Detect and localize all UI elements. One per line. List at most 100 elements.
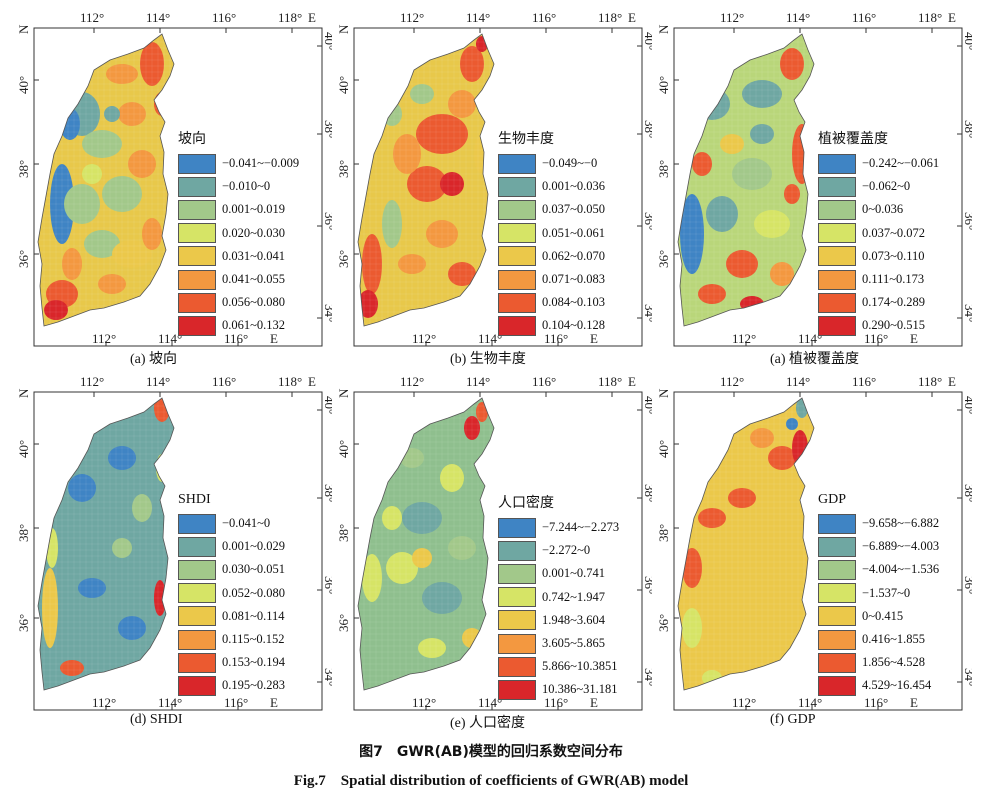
legend-label: −0.041~−0.009: [222, 156, 300, 171]
legend-item: 0.071~0.083: [498, 268, 605, 291]
legend-swatch: [178, 153, 216, 174]
legend-label: 0.001~0.741: [542, 566, 606, 581]
class-patch: [706, 196, 738, 232]
legend-label: 1.856~4.528: [862, 655, 926, 670]
top-tick-label: 112°: [720, 374, 744, 389]
legend-label: 0.056~0.080: [222, 295, 286, 310]
legend-swatch: [178, 246, 216, 267]
top-tick-label: 118°: [918, 374, 942, 389]
province-raster: [358, 398, 494, 690]
legend-label: −0.010~0: [222, 179, 271, 194]
bottom-tick-label: 114°: [158, 695, 182, 710]
legend-item: 0.020~0.030: [178, 222, 299, 245]
province-outline: [357, 397, 495, 691]
right-tick-label: 34°: [322, 668, 332, 686]
class-patch: [112, 538, 132, 558]
class-patch: [106, 64, 138, 84]
legend-item: 0.062~0.070: [498, 245, 605, 268]
legend-swatch: [498, 610, 536, 631]
legend-item: 0.051~0.061: [498, 222, 605, 245]
class-patch: [112, 240, 152, 268]
bottom-tick-label: 112°: [732, 331, 756, 346]
class-patch: [698, 284, 726, 304]
legend-swatch: [498, 540, 536, 561]
legend-swatch: [818, 675, 856, 696]
class-patch: [416, 114, 468, 154]
legend-swatch: [818, 199, 856, 220]
legend-swatch: [498, 656, 536, 677]
class-patch: [50, 164, 74, 244]
class-patch: [60, 660, 84, 676]
left-tick-label: 36°: [16, 614, 31, 632]
class-patch: [84, 230, 120, 258]
legend: GDP −9.658~−6.882 −6.889~−4.003 −4.004~−1.5…: [818, 492, 939, 698]
class-patch: [98, 274, 126, 294]
legend-item: 0.037~0.072: [818, 222, 939, 245]
class-patch: [750, 428, 774, 448]
top-tick-label: 112°: [80, 10, 104, 25]
legend-swatch: [178, 652, 216, 673]
top-tick-label: 116°: [212, 374, 236, 389]
legend-item: 0.001~0.036: [498, 175, 605, 198]
legend-swatch: [818, 559, 856, 580]
class-patch: [780, 48, 804, 80]
top-tick-label: 118°: [278, 10, 302, 25]
panel-caption: (f) GDP: [770, 712, 816, 727]
legend-swatch: [498, 292, 536, 313]
legend-item: 5.866~10.3851: [498, 655, 619, 678]
right-tick-label: 40°: [322, 396, 332, 414]
class-patch: [754, 210, 790, 238]
legend-swatch: [498, 679, 536, 700]
legend-swatch: [818, 176, 856, 197]
bottom-tick-label: 114°: [158, 331, 182, 346]
legend-item: −0.041~−0.009: [178, 152, 299, 175]
legend-title: 植被覆盖度: [818, 132, 888, 147]
top-axis-direction: E: [628, 10, 636, 25]
legend-swatch: [178, 559, 216, 580]
right-tick-label: 40°: [642, 396, 652, 414]
class-patch: [784, 184, 800, 204]
legend-item: 0~0.415: [818, 605, 939, 628]
legend-item: −4.004~−1.536: [818, 558, 939, 581]
left-axis-direction: N: [16, 24, 31, 34]
left-tick-label: 36°: [336, 614, 351, 632]
map-frame: [353, 27, 643, 347]
class-patch: [386, 552, 418, 584]
legend-swatch: [818, 606, 856, 627]
bottom-axis-direction: E: [270, 695, 278, 710]
legend-item: −0.062~0: [818, 175, 939, 198]
bottom-axis-direction: E: [910, 331, 918, 346]
class-patch: [750, 124, 774, 144]
class-patch: [402, 502, 442, 534]
panel-caption: (e) 人口密度: [450, 716, 526, 731]
class-patch: [732, 158, 772, 190]
map-frame: [673, 27, 963, 347]
legend-item: 0.742~1.947: [498, 586, 619, 609]
left-tick-label: 40°: [336, 440, 351, 458]
class-patch: [448, 90, 476, 118]
left-tick-label: 36°: [656, 614, 671, 632]
legend-title: GDP: [818, 492, 847, 507]
legend-swatch: [498, 315, 536, 336]
legend-label: −1.537~0: [862, 585, 911, 600]
legend-swatch: [178, 176, 216, 197]
right-tick-label: 34°: [962, 668, 972, 686]
legend-item: 4.529~16.454: [818, 674, 939, 697]
legend-item: −0.041~0: [178, 512, 285, 535]
legend-label: −0.242~−0.061: [862, 156, 940, 171]
legend-swatch: [178, 269, 216, 290]
legend-item: −6.889~−4.003: [818, 535, 939, 558]
province-outline: [677, 397, 815, 691]
class-patch: [680, 194, 704, 274]
legend-label: 0.001~0.029: [222, 539, 286, 554]
class-patch: [142, 218, 162, 250]
legend-label: 0~0.036: [862, 202, 904, 217]
panel-caption: (d) SHDI: [130, 712, 183, 727]
legend-label: 0.030~0.051: [222, 562, 286, 577]
legend-item: −0.242~−0.061: [818, 152, 939, 175]
right-tick-label: 40°: [962, 32, 972, 50]
legend-swatch: [498, 269, 536, 290]
bottom-tick-label: 116°: [224, 695, 248, 710]
legend-item: 0~0.036: [818, 198, 939, 221]
top-tick-label: 112°: [400, 10, 424, 25]
